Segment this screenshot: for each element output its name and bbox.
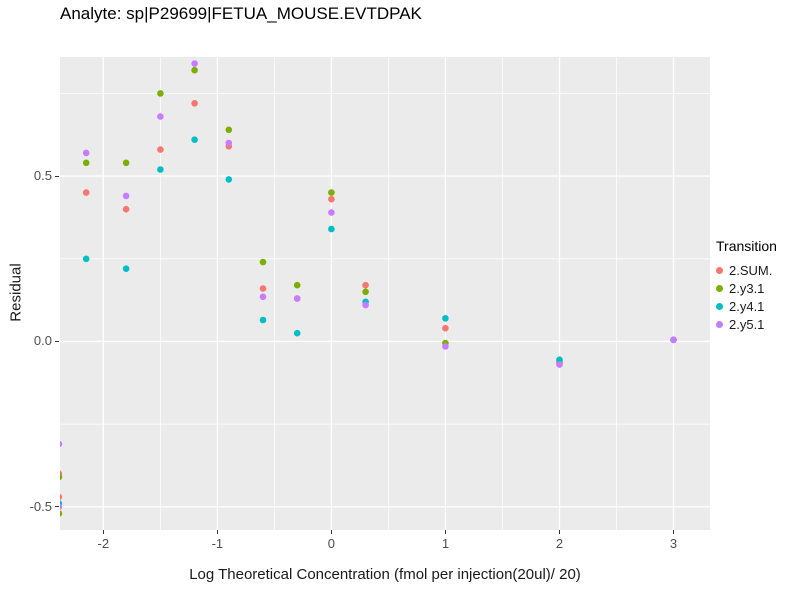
legend-item: 2.SUM. — [716, 261, 777, 279]
data-point — [670, 336, 677, 344]
data-point — [60, 440, 63, 448]
legend: Transition 2.SUM. 2.y3.1 2.y4.1 2.y5.1 — [716, 238, 777, 333]
x-tick-mark — [216, 530, 218, 534]
x-tick-mark — [673, 530, 674, 534]
legend-title: Transition — [716, 238, 777, 254]
data-point — [293, 281, 301, 289]
data-point — [293, 329, 301, 337]
x-tick-label: 3 — [669, 536, 678, 551]
y-tick-mark — [55, 340, 59, 342]
data-point — [191, 60, 198, 67]
legend-label: 2.y5.1 — [729, 316, 765, 332]
legend-dot-icon — [716, 302, 723, 310]
legend-label: 2.SUM. — [729, 262, 773, 278]
plot-panel — [60, 57, 710, 530]
x-tick-mark — [102, 530, 104, 534]
data-point — [328, 209, 335, 216]
plot-points-svg — [60, 57, 710, 530]
data-point — [60, 510, 63, 517]
x-tick-label: 2 — [555, 536, 564, 551]
data-point — [293, 295, 301, 302]
data-point — [157, 166, 164, 173]
data-point — [191, 100, 198, 107]
x-tick-label: -2 — [97, 536, 110, 551]
y-tick-mark — [55, 175, 59, 177]
x-tick-label: -1 — [211, 536, 224, 551]
data-point — [122, 192, 130, 200]
legend-label: 2.y4.1 — [729, 298, 765, 314]
data-point — [328, 195, 335, 203]
data-point — [259, 316, 267, 324]
data-point — [157, 146, 164, 153]
data-point — [191, 136, 198, 143]
data-point — [157, 90, 164, 97]
x-tick-label: 1 — [441, 536, 450, 551]
legend-label: 2.y3.1 — [729, 280, 765, 296]
data-point — [259, 285, 267, 292]
data-point — [328, 225, 335, 233]
data-point — [442, 343, 449, 350]
data-point — [122, 265, 130, 272]
data-point — [82, 149, 90, 157]
y-axis-title: Residual — [7, 263, 25, 322]
chart-title: Analyte: sp|P29699|FETUA_MOUSE.EVTDPAK — [60, 4, 422, 23]
data-point — [60, 473, 63, 481]
data-point — [225, 176, 233, 183]
y-tick-label: 0.5 — [33, 168, 52, 184]
data-point — [362, 288, 369, 296]
legend-item: 2.y3.1 — [716, 279, 777, 297]
data-point — [259, 258, 267, 266]
x-tick-mark — [444, 530, 446, 534]
data-point — [60, 493, 63, 501]
x-axis-title: Log Theoretical Concentration (fmol per … — [189, 566, 581, 583]
data-point — [225, 139, 233, 147]
x-tick-mark — [558, 530, 560, 534]
data-point — [82, 159, 90, 167]
data-point — [259, 293, 267, 301]
legend-dot-icon — [716, 320, 723, 328]
data-point — [122, 205, 130, 213]
data-point — [442, 315, 449, 322]
data-point — [362, 301, 369, 309]
data-point — [82, 189, 90, 196]
x-tick-label: 0 — [327, 536, 335, 551]
data-point — [328, 189, 335, 196]
legend-item: 2.y5.1 — [716, 315, 777, 333]
data-point — [82, 255, 90, 263]
data-point — [60, 503, 63, 510]
data-point — [191, 66, 198, 74]
data-point — [556, 356, 563, 364]
x-tick-mark — [330, 530, 332, 534]
legend-item: 2.y4.1 — [716, 297, 777, 315]
legend-dot-icon — [716, 284, 723, 292]
y-tick-label: -0.5 — [29, 498, 52, 514]
legend-dot-icon — [716, 266, 723, 274]
data-point — [362, 281, 369, 289]
y-tick-label: 0.0 — [33, 333, 52, 349]
legend-items: 2.SUM. 2.y3.1 2.y4.1 2.y5.1 — [716, 261, 777, 333]
data-point — [157, 113, 164, 120]
data-point — [122, 159, 130, 167]
data-point — [556, 361, 563, 368]
y-tick-mark — [55, 506, 59, 508]
data-point — [442, 324, 449, 332]
data-point — [225, 126, 233, 134]
